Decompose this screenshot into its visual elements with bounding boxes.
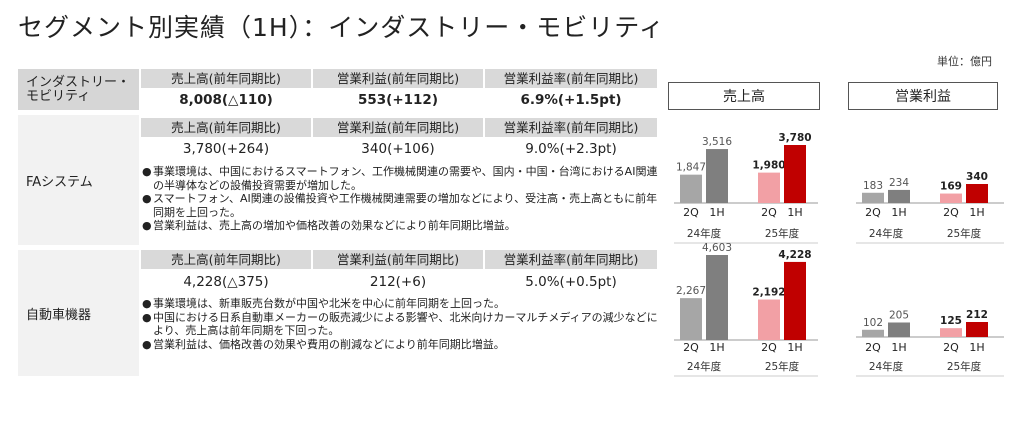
total-sales-value: 8,008(△110) (179, 92, 273, 108)
bar (706, 149, 728, 203)
data-label: 102 (863, 317, 883, 329)
bullet-icon: ● (142, 337, 152, 351)
auto-note: ● 営業利益は、価格改善の効果や費用の削減などにより前年同期比増益。 (142, 337, 505, 351)
data-label: 125 (940, 315, 962, 327)
auto-sales-value: 4,228(△375) (183, 274, 269, 290)
chart-header-op-profit: 営業利益 (848, 82, 998, 110)
bullet-icon: ● (142, 219, 152, 232)
category-label: 2Q (761, 341, 777, 354)
bullet-icon: ● (142, 297, 152, 310)
data-label: 4,228 (778, 249, 811, 261)
data-label: 205 (889, 309, 909, 321)
segment-label-total: インダストリー・ モビリティ (18, 69, 139, 110)
bar (862, 329, 884, 337)
data-label: 212 (966, 309, 988, 321)
auto-header-op-margin: 営業利益率(前年同期比) (485, 250, 657, 269)
category-label: 2Q (683, 341, 699, 354)
total-op-margin-value: 6.9%(+1.5pt) (520, 92, 622, 108)
page-title: セグメント別実績（1H）：インダストリー・モビリティ (18, 13, 665, 42)
bullet-icon: ● (142, 165, 152, 178)
segment-label-line1: インダストリー・ (26, 74, 131, 90)
bullet-icon: ● (142, 310, 152, 324)
data-label: 183 (863, 180, 883, 192)
auto-notes: ● 事業環境は、新車販売台数が中国や北米を中心に前年同期を上回った。 ● 中国におけ… (142, 297, 658, 351)
fa-notes: ● 事業環境は、中国におけるスマートフォン、工作機械関連の需要や、国内・中国・台湾… (142, 165, 658, 233)
group-label: 24年度 (869, 227, 904, 240)
fa-op-margin-value: 9.0%(+2.3pt) (525, 141, 617, 157)
data-label: 3,516 (702, 136, 732, 148)
category-label: 1H (891, 341, 906, 354)
bar (940, 328, 962, 337)
category-label: 1H (891, 206, 906, 219)
bar (888, 322, 910, 337)
header-sales: 売上高(前年同期比) (141, 69, 311, 88)
data-label: 2,192 (752, 287, 785, 299)
bar (758, 299, 780, 340)
data-label: 234 (889, 177, 909, 189)
category-label: 2Q (943, 341, 959, 354)
bar (784, 261, 806, 340)
category-label: 1H (787, 206, 802, 219)
group-label: 24年度 (687, 360, 722, 373)
bar (680, 174, 702, 203)
fa-note: ● 営業利益は、売上高の増加や価格改善の効果などにより前年同期比増益。 (142, 219, 516, 232)
fa-header-sales: 売上高(前年同期比) (141, 118, 311, 137)
bar (758, 172, 780, 203)
group-label: 25年度 (765, 227, 800, 240)
auto-op-profit-value: 212(+6) (369, 274, 427, 290)
bar (966, 184, 988, 203)
segment-label-line2: モビリティ (26, 88, 91, 104)
header-op-margin: 営業利益率(前年同期比) (485, 69, 657, 88)
bar (706, 255, 728, 340)
auto-header-sales: 売上高(前年同期比) (141, 250, 311, 269)
bar (966, 322, 988, 337)
category-label: 1H (969, 341, 984, 354)
fa-note: ● スマートフォン、AI関連の設備投資や工作機械関連需要の増加などにより、受注高・… (142, 192, 658, 219)
bullet-icon: ● (142, 192, 152, 205)
bar (680, 298, 702, 340)
category-label: 2Q (761, 206, 777, 219)
category-label: 1H (709, 206, 724, 219)
unit-label: 単位：億円 (937, 55, 992, 68)
group-label: 25年度 (947, 360, 982, 373)
group-label: 24年度 (869, 360, 904, 373)
segment-label-fa: FAシステム (18, 115, 139, 245)
category-label: 2Q (865, 341, 881, 354)
bar (940, 193, 962, 203)
category-label: 1H (787, 341, 802, 354)
chart-header-sales: 売上高 (668, 82, 820, 110)
auto-header-op-profit: 営業利益(前年同期比) (313, 250, 483, 269)
category-label: 1H (969, 206, 984, 219)
category-label: 2Q (865, 206, 881, 219)
data-label: 1,980 (752, 160, 785, 172)
category-label: 2Q (683, 206, 699, 219)
category-label: 1H (709, 341, 724, 354)
group-label: 25年度 (947, 227, 982, 240)
header-op-profit: 営業利益(前年同期比) (313, 69, 483, 88)
group-label: 24年度 (687, 227, 722, 240)
total-op-profit-value: 553(+112) (357, 92, 438, 108)
auto-op-margin-value: 5.0%(+0.5pt) (525, 274, 617, 290)
data-label: 2,267 (676, 285, 706, 297)
auto-note: ● 中国における日系自動車メーカーの販売減少による影響や、北米向けカーマルチメディ… (142, 310, 658, 338)
data-label: 340 (966, 171, 988, 183)
data-label: 3,780 (778, 132, 811, 144)
data-label: 4,603 (702, 242, 732, 254)
fa-sales-value: 3,780(+264) (182, 141, 270, 157)
data-label: 1,847 (676, 162, 706, 174)
segment-label-auto: 自動車機器 (18, 250, 139, 376)
fa-header-op-margin: 営業利益率(前年同期比) (485, 118, 657, 137)
auto-note: ● 事業環境は、新車販売台数が中国や北米を中心に前年同期を上回った。 (142, 297, 505, 310)
fa-op-profit-value: 340(+106) (361, 141, 435, 157)
bar (862, 192, 884, 203)
bar (784, 145, 806, 203)
bar (888, 189, 910, 203)
fa-header-op-profit: 営業利益(前年同期比) (313, 118, 483, 137)
data-label: 169 (940, 181, 962, 193)
category-label: 2Q (943, 206, 959, 219)
fa-note: ● 事業環境は、中国におけるスマートフォン、工作機械関連の需要や、国内・中国・台湾… (142, 165, 658, 192)
group-label: 25年度 (765, 360, 800, 373)
